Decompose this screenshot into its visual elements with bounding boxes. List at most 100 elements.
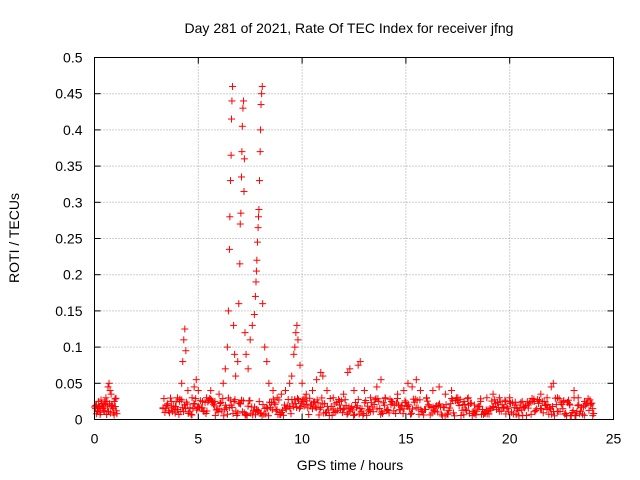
data-point-background	[550, 412, 558, 420]
data-point	[246, 336, 254, 344]
data-point-background	[269, 395, 277, 403]
data-point-background	[559, 405, 567, 413]
data-point	[94, 407, 102, 415]
data-point-background	[420, 411, 428, 419]
data-point	[252, 278, 260, 286]
data-point-background	[379, 409, 387, 417]
data-point	[237, 209, 245, 217]
data-point-background	[540, 397, 548, 405]
data-point-background	[405, 401, 413, 409]
data-point	[219, 379, 227, 387]
data-point-background	[220, 412, 228, 420]
data-point	[423, 394, 431, 402]
data-point-background	[351, 411, 359, 419]
data-point-background	[501, 396, 509, 404]
data-point	[194, 387, 202, 395]
data-point-background	[166, 394, 174, 402]
data-point-background	[294, 394, 302, 402]
data-point	[198, 397, 206, 405]
data-point-background	[462, 405, 470, 413]
data-point	[236, 220, 244, 228]
data-point	[229, 82, 237, 90]
data-point	[294, 336, 302, 344]
data-point	[344, 368, 352, 376]
data-point-background	[572, 411, 580, 419]
data-point-background	[287, 410, 295, 418]
data-point-background	[295, 404, 303, 412]
data-point-background	[326, 395, 334, 403]
data-point	[302, 390, 310, 398]
data-point-background	[422, 406, 430, 414]
grid	[94, 57, 614, 420]
data-point-background	[558, 400, 566, 408]
data-point-background	[113, 410, 121, 418]
data-point-background	[455, 402, 463, 410]
data-point	[518, 397, 526, 405]
data-point	[100, 401, 108, 409]
data-point	[259, 300, 267, 308]
data-point	[261, 343, 269, 351]
data-point	[416, 387, 424, 395]
data-point	[356, 358, 364, 366]
data-point	[292, 329, 300, 337]
data-point	[255, 206, 263, 214]
data-point	[277, 390, 285, 398]
data-point-background	[448, 394, 456, 402]
data-point-background	[539, 409, 547, 417]
data-point	[549, 379, 557, 387]
data-point	[236, 260, 244, 268]
data-point	[254, 224, 262, 232]
data-point-background	[190, 400, 198, 408]
data-point	[112, 407, 120, 415]
data-point	[460, 397, 468, 405]
data-point-background	[504, 404, 512, 412]
y-tick-label: 0.35	[55, 158, 82, 174]
data-point	[226, 213, 234, 221]
data-point-background	[306, 394, 314, 402]
data-point	[291, 343, 299, 351]
x-tick-label: 10	[294, 431, 310, 447]
data-point	[176, 397, 184, 405]
data-point-background	[503, 403, 511, 411]
data-point	[566, 401, 574, 409]
data-point	[256, 177, 264, 185]
data-point-background	[188, 411, 196, 419]
data-point-background	[450, 409, 458, 417]
data-point-background	[376, 404, 384, 412]
data-point	[248, 321, 256, 329]
data-point-background	[192, 395, 200, 403]
data-point	[253, 256, 261, 264]
data-point	[360, 387, 368, 395]
data-point-background	[401, 397, 409, 405]
data-point	[221, 365, 229, 373]
data-point	[329, 394, 337, 402]
data-point-background	[588, 399, 596, 407]
data-point-background	[198, 404, 206, 412]
x-tick-label: 5	[194, 431, 202, 447]
data-point	[238, 148, 246, 156]
data-point-background	[318, 394, 326, 402]
data-point	[258, 82, 266, 90]
data-point-background	[522, 412, 530, 420]
data-point	[429, 387, 437, 395]
data-point-background	[171, 409, 179, 417]
data-point-background	[525, 399, 533, 407]
data-point-background	[565, 400, 573, 408]
data-point-background	[358, 405, 366, 413]
data-point-background	[112, 394, 120, 402]
data-point	[477, 397, 485, 405]
data-point	[240, 97, 248, 105]
data-point	[547, 383, 555, 391]
data-point	[188, 394, 196, 402]
data-point-background	[408, 409, 416, 417]
data-point	[101, 407, 109, 415]
data-point	[230, 321, 238, 329]
data-point-background	[259, 401, 267, 409]
data-point	[207, 387, 215, 395]
data-point-background	[219, 395, 227, 403]
data-point-background	[535, 399, 543, 407]
y-axis-label: ROTI / TECUs	[6, 193, 22, 283]
y-tick-label: 0	[75, 412, 83, 428]
data-point-background	[537, 405, 545, 413]
